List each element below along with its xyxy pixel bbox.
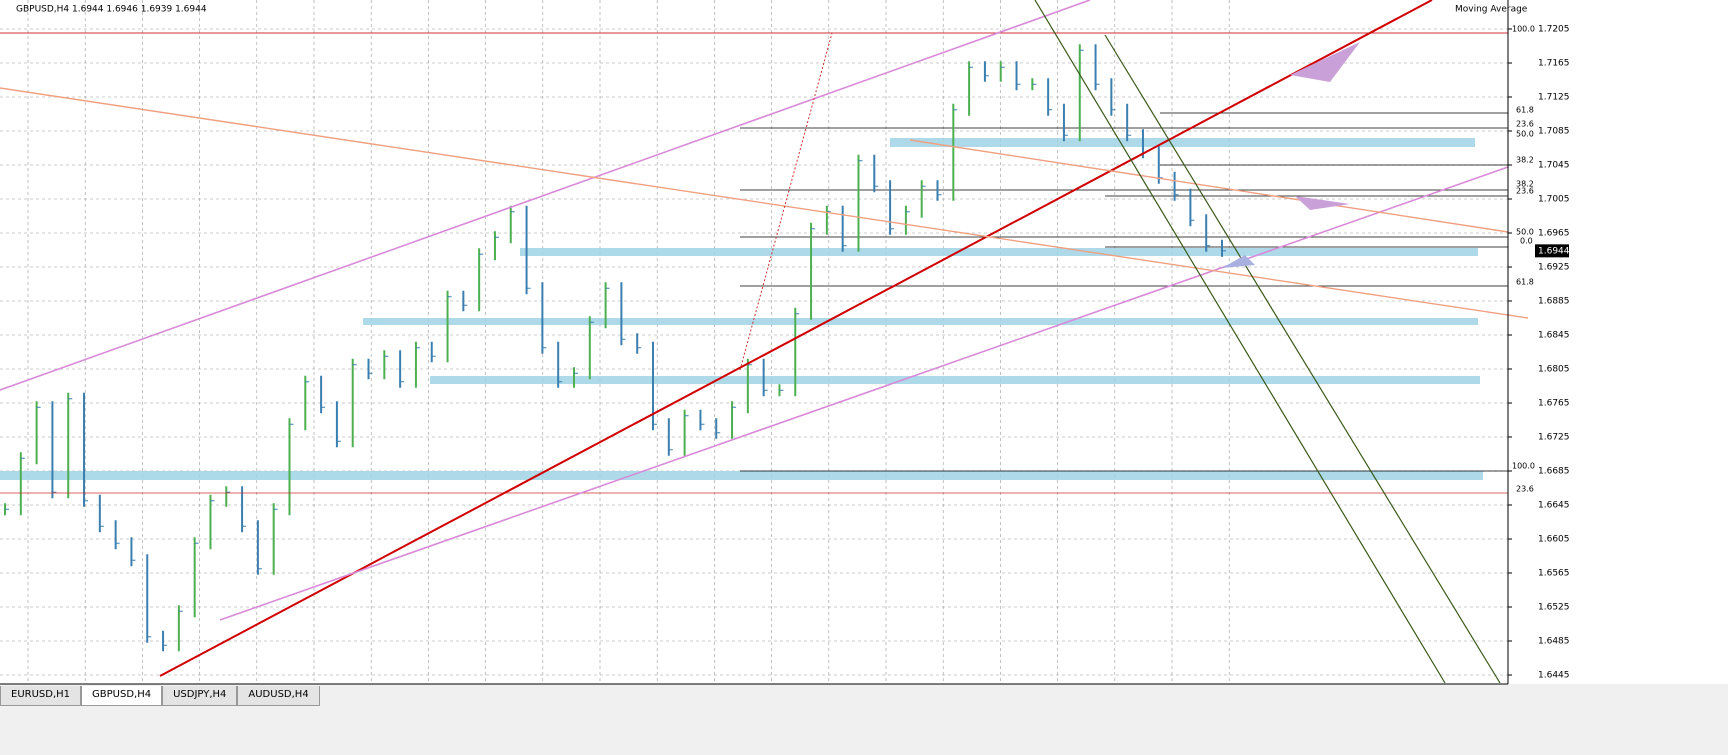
marker (1295, 196, 1350, 210)
price-label: 1.7125 (1538, 93, 1570, 103)
price-label: 1.7045 (1538, 161, 1570, 171)
price-label: 1.6525 (1538, 603, 1570, 613)
price-label: 1.6805 (1538, 365, 1570, 375)
zone (520, 248, 1478, 256)
green-trend (1104, 34, 1501, 684)
price-label: 1.6685 (1538, 467, 1570, 477)
orange-trend (909, 139, 1509, 233)
symbol-tab[interactable]: AUDUSD,H4 (237, 686, 320, 706)
price-label: 1.6565 (1538, 569, 1570, 579)
zones (0, 138, 1483, 480)
fib-label: 61.8 (1516, 278, 1534, 287)
price-label: 1.7205 (1538, 25, 1570, 35)
price-label: 1.7085 (1538, 127, 1570, 137)
marker (1222, 255, 1255, 268)
zone (0, 471, 1483, 480)
price-label: 1.6445 (1538, 671, 1570, 681)
fib-label: 0.0 (1520, 237, 1533, 246)
price-label: 1.6885 (1538, 297, 1570, 307)
tab-bar: EURUSD,H1 GBPUSD,H4 USDJPY,H4 AUDUSD,H4 (0, 686, 320, 706)
price-bars (4, 44, 1226, 652)
channel-lower (219, 166, 1509, 621)
fib-label: 38.2 (1516, 156, 1534, 165)
symbol-tab[interactable]: EURUSD,H1 (0, 686, 82, 706)
symbol-tab[interactable]: GBPUSD,H4 (81, 686, 163, 706)
orange-trend (0, 87, 1529, 319)
current-price-box (1535, 244, 1569, 258)
price-label: 1.6965 (1538, 229, 1570, 239)
price-label: 1.6765 (1538, 399, 1570, 409)
trend-lines (0, 0, 1529, 684)
fib-label: 61.8 (1516, 106, 1534, 115)
plot-area (0, 0, 1508, 684)
fib-label: 23.6 (1516, 485, 1534, 494)
price-label: 1.6925 (1538, 263, 1570, 273)
red-trend (159, 0, 1433, 677)
fib-label: 50.0 (1516, 228, 1534, 237)
zone (890, 138, 1475, 147)
fib-label: 100.0 (1512, 25, 1535, 34)
fib-label: 23.6 (1516, 120, 1534, 129)
price-label: 1.6605 (1538, 535, 1570, 545)
indicator-name: Moving Average (1455, 5, 1528, 15)
current-price: 1.6944 (1538, 246, 1570, 256)
channel-upper (0, 0, 1091, 391)
price-axis-area (1508, 0, 1728, 684)
zone (363, 318, 1478, 325)
price-label: 1.6485 (1538, 637, 1570, 647)
price-label: 1.6645 (1538, 501, 1570, 511)
chart: GBPUSD,H4 1.6944 1.6946 1.6939 1.6944 Mo… (0, 0, 1728, 685)
symbol-tab[interactable]: USDJPY,H4 (162, 686, 238, 706)
marker (1290, 42, 1360, 82)
price-label: 1.6725 (1538, 433, 1570, 443)
fib-label: 38.2 (1516, 180, 1534, 189)
symbol-header: GBPUSD,H4 1.6944 1.6946 1.6939 1.6944 (16, 5, 207, 15)
price-label: 1.6845 (1538, 331, 1570, 341)
price-label: 1.7165 (1538, 59, 1570, 69)
fib-label: 23.6 (1516, 187, 1534, 196)
green-trend (1034, 0, 1446, 684)
price-label: 1.7005 (1538, 195, 1570, 205)
zone (430, 376, 1480, 384)
fib-label: 100.0 (1512, 462, 1535, 471)
fib-label: 50.0 (1516, 130, 1534, 139)
